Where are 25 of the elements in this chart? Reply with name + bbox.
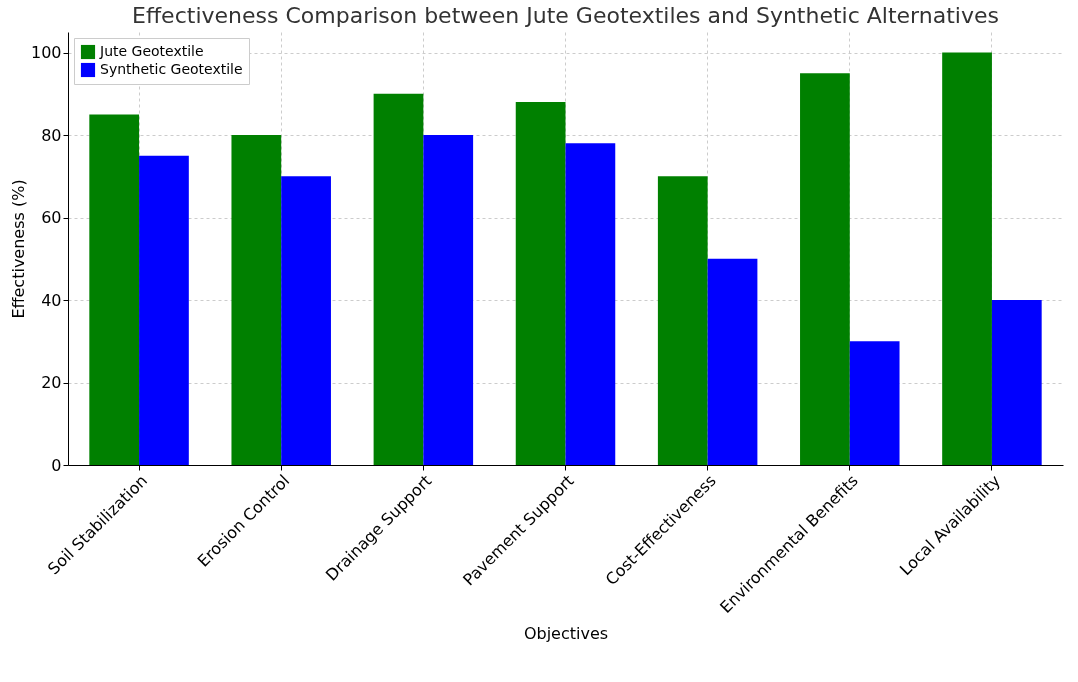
bar <box>423 135 474 465</box>
y-tick-label: 0 <box>51 455 62 475</box>
bar <box>800 73 850 465</box>
bar <box>373 93 424 465</box>
bar <box>281 176 331 465</box>
bar <box>991 300 1042 465</box>
y-axis-title: Effectiveness (%) <box>8 179 28 319</box>
y-tick-label: 40 <box>41 290 62 310</box>
bar <box>565 143 616 465</box>
bar <box>707 258 758 465</box>
bar <box>849 341 900 465</box>
bar <box>139 155 189 465</box>
chart-title: Effectiveness Comparison between Jute Geotextiles and Synthetic Alternatives <box>132 3 999 28</box>
y-tick-label: 80 <box>41 125 62 145</box>
x-axis-title: Objectives <box>523 624 609 644</box>
bar <box>942 52 992 465</box>
legend-label: Synthetic Geotextile <box>100 61 243 77</box>
bar <box>515 102 566 465</box>
y-tick-label: 20 <box>41 373 62 393</box>
bar <box>231 135 282 465</box>
y-tick-label: 100 <box>30 43 62 63</box>
legend-label: Jute Geotextile <box>99 43 204 59</box>
y-tick-label: 60 <box>41 208 62 228</box>
bar <box>657 176 708 465</box>
bar <box>89 114 140 465</box>
